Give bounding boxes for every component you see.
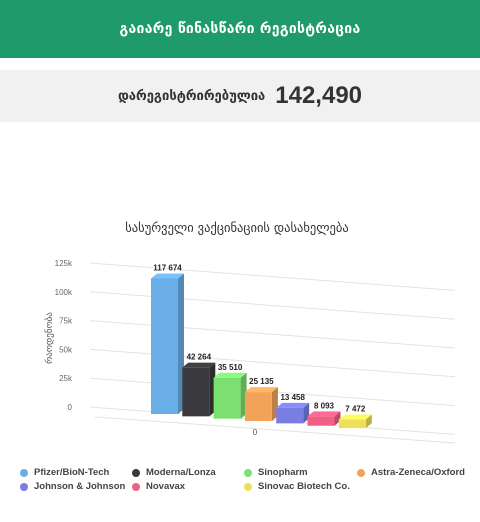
legend-swatch	[357, 468, 365, 477]
bar-value-label: 117 674	[153, 263, 182, 272]
y-tick-label: 100k	[55, 288, 73, 297]
gridline	[89, 348, 456, 378]
bar-front	[244, 392, 272, 422]
counter-value: 142,490	[275, 82, 363, 109]
bar-value-label: 8 093	[314, 401, 335, 410]
x-axis-tick-label: 0	[253, 428, 258, 437]
header-title: გაიარე წინასწარი რეგისტრაცია	[119, 21, 361, 37]
legend-swatch	[132, 468, 140, 477]
bar-top	[307, 411, 341, 417]
legend-label: Astra-Zeneca/Oxford	[371, 467, 465, 478]
bar-top	[151, 273, 184, 279]
bar	[213, 372, 247, 419]
bar-front	[276, 407, 304, 424]
bar-value-label: 25 135	[249, 377, 274, 386]
bar-top	[276, 402, 310, 408]
legend-swatch	[132, 482, 140, 491]
chart-bars	[151, 273, 372, 429]
bar-top	[244, 387, 278, 393]
y-tick-label: 25k	[59, 374, 73, 383]
bar-front	[213, 377, 241, 419]
y-tick-label: 75k	[59, 317, 73, 326]
bar-side	[365, 414, 372, 429]
legend-item[interactable]: Pfizer/BioN-Tech	[20, 467, 109, 478]
legend-swatch	[20, 482, 28, 491]
y-axis-label: რაოდენობა	[44, 312, 55, 364]
bar	[276, 402, 310, 424]
bar	[244, 387, 278, 422]
gridline	[89, 320, 456, 349]
bar-side	[334, 411, 341, 426]
bar-value-label: 35 510	[218, 363, 243, 372]
vaccine-preference-chart: სასურველი ვაქცინაციის დასახელება რაოდენო…	[0, 200, 480, 522]
gridline	[89, 291, 456, 320]
legend-label: Pfizer/BioN-Tech	[34, 467, 110, 478]
bar-top	[338, 414, 372, 420]
legend-label: Moderna/Lonza	[146, 467, 216, 478]
legend-label: Sinopharm	[258, 467, 308, 478]
gridline	[89, 406, 456, 435]
legend-swatch	[244, 482, 252, 491]
registration-counter: დარეგისტრირებულია 142,490	[0, 70, 480, 122]
bar	[182, 362, 216, 417]
legend-item[interactable]: Novavax	[132, 481, 185, 492]
counter-label: დარეგისტრირებულია	[117, 88, 266, 104]
chart-value-labels: 117 674 42 264 35 510 25 135 13 458 8 093 7 47…	[153, 263, 366, 413]
bar	[338, 414, 372, 429]
gridline	[89, 262, 456, 291]
bar-front	[182, 367, 210, 417]
chart-title: სასურველი ვაქცინაციის დასახელება	[125, 220, 348, 235]
bar-front	[338, 419, 366, 429]
legend-item[interactable]: Astra-Zeneca/Oxford	[357, 467, 465, 478]
bar-value-label: 7 472	[345, 404, 366, 413]
y-tick-label: 0	[68, 403, 73, 412]
legend-item[interactable]: Sinopharm	[244, 467, 308, 478]
legend-label: Sinovac Biotech Co.	[258, 481, 350, 492]
bar-top	[213, 372, 247, 378]
legend-label: Novavax	[146, 481, 186, 492]
bar-value-label: 13 458	[280, 393, 305, 402]
chart-legend: Pfizer/BioN-Tech Moderna/Lonza Sinopharm As…	[0, 463, 480, 503]
bar-top	[182, 362, 216, 368]
bar-front	[151, 278, 178, 414]
y-axis-ticks: 0 25k 50k 75k 100k 125k	[55, 259, 73, 412]
y-tick-label: 125k	[55, 259, 73, 268]
legend-item[interactable]: Moderna/Lonza	[132, 467, 216, 478]
y-tick-label: 50k	[59, 345, 73, 354]
legend-label: Johnson & Johnson	[34, 481, 126, 492]
legend-swatch	[244, 468, 252, 477]
header-bar: გაიარე წინასწარი რეგისტრაცია	[0, 0, 480, 58]
legend-swatch	[20, 468, 28, 477]
floor-edge	[94, 416, 456, 444]
bar	[307, 411, 341, 426]
legend-item[interactable]: Johnson & Johnson	[20, 481, 125, 492]
chart-gridlines	[89, 262, 456, 444]
bar-value-label: 42 264	[187, 353, 212, 362]
bar	[151, 273, 184, 414]
bar-front	[307, 416, 335, 426]
legend-item[interactable]: Sinovac Biotech Co.	[244, 481, 350, 492]
